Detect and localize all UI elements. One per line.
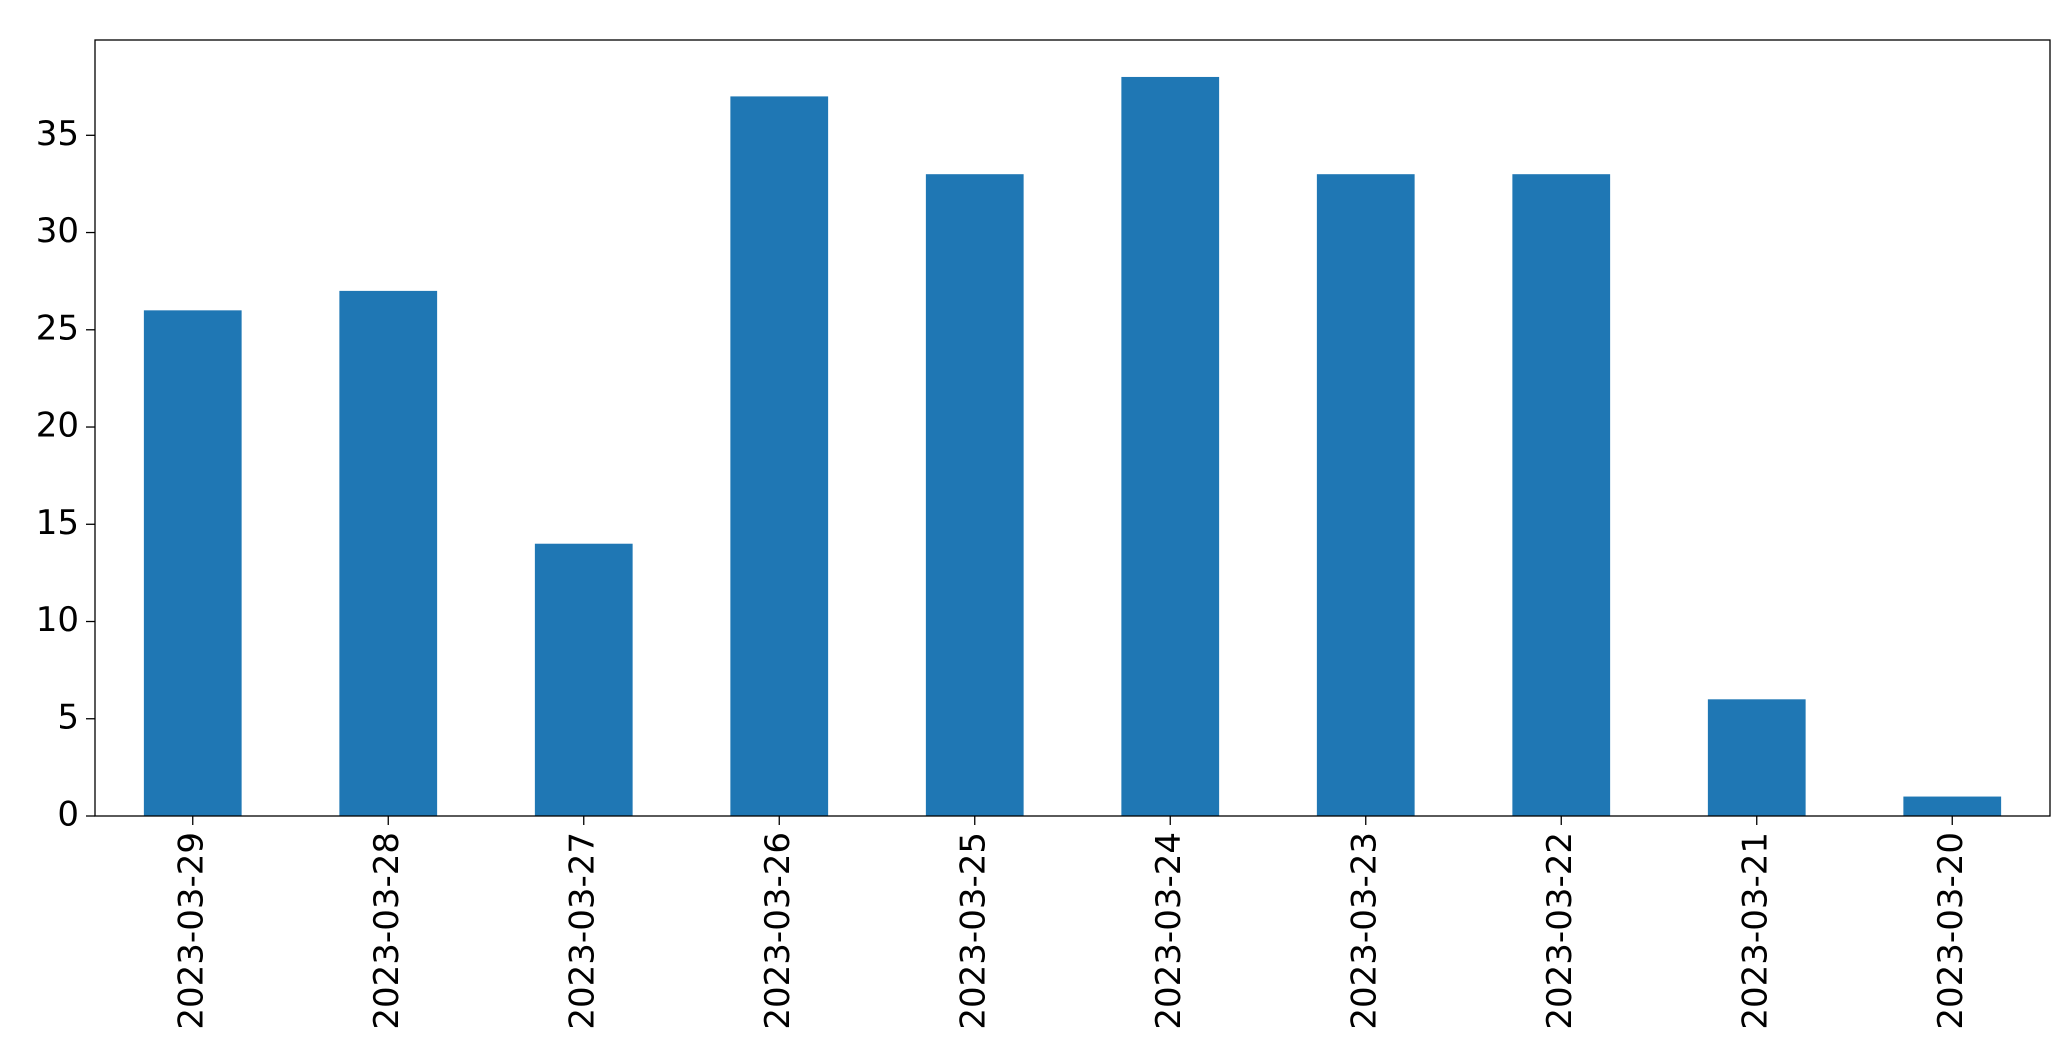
bar <box>534 543 633 816</box>
bar <box>339 290 438 816</box>
bar <box>1316 174 1415 816</box>
bar <box>1121 76 1220 816</box>
y-tick-label: 20 <box>36 406 79 446</box>
y-tick-label: 10 <box>36 600 79 640</box>
x-tick-label: 2023-03-23 <box>1344 832 1384 1030</box>
y-tick-label: 25 <box>36 308 79 348</box>
x-tick-label: 2023-03-29 <box>171 832 211 1030</box>
x-tick-label: 2023-03-20 <box>1931 832 1971 1030</box>
x-tick-label: 2023-03-21 <box>1735 832 1775 1030</box>
y-tick-label: 0 <box>57 795 79 835</box>
y-tick-label: 35 <box>36 114 79 154</box>
x-tick-label: 2023-03-26 <box>758 832 798 1030</box>
x-tick-label: 2023-03-28 <box>367 832 407 1030</box>
x-tick-label: 2023-03-25 <box>953 832 993 1030</box>
bar <box>730 96 829 816</box>
y-tick-label: 15 <box>36 503 79 543</box>
x-tick-label: 2023-03-22 <box>1540 832 1580 1030</box>
y-tick-label: 30 <box>36 211 79 251</box>
bar <box>1512 174 1611 816</box>
bar <box>1707 699 1806 816</box>
x-tick-label: 2023-03-24 <box>1149 832 1189 1030</box>
x-tick-label: 2023-03-27 <box>562 832 602 1030</box>
plot-frame <box>94 39 2051 817</box>
y-tick-label: 5 <box>57 697 79 737</box>
bar <box>1903 796 2002 816</box>
bar <box>925 174 1024 816</box>
bar <box>143 310 242 816</box>
